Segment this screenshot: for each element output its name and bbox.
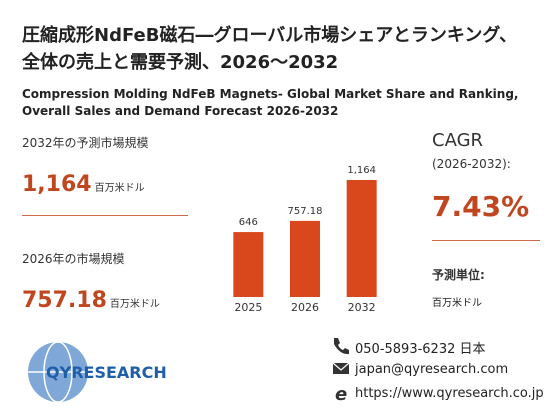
logo-text: QYRESEARCH xyxy=(46,363,167,382)
divider xyxy=(22,215,188,216)
phone: 050-5893-6232 日本 xyxy=(355,342,486,357)
bar xyxy=(290,220,320,297)
current-unit: 百万米ドル xyxy=(109,299,160,310)
email: japan@qyresearch.com xyxy=(355,362,509,377)
mail-icon xyxy=(332,362,350,371)
title: 圧縮成形NdFeB磁石―グローバル市場シェアとランキング、全体の売上と需要予測、… xyxy=(22,25,518,73)
bar xyxy=(233,232,264,297)
bar-chart: 646 2025 757.18 2026 1,164 2032 xyxy=(233,165,377,314)
unit-label: 予測単位: xyxy=(432,268,485,282)
current-label: 2026年の市場規模 xyxy=(22,252,125,266)
forecast-unit: 百万米ドル xyxy=(94,183,145,194)
subtitle: Compression Molding NdFeB Magnets- Globa… xyxy=(22,87,519,118)
mail-icon xyxy=(333,363,349,374)
logo: QYRESEARCH xyxy=(28,341,167,403)
forecast-value: 1,164 xyxy=(22,172,92,197)
unit: 百万米ドル xyxy=(432,298,482,309)
cagr-period: (2026-2032): xyxy=(432,157,511,171)
x-tick-label: 2032 xyxy=(348,301,376,314)
phone-icon xyxy=(334,338,349,355)
web-icon: e xyxy=(335,384,347,405)
x-tick-label: 2026 xyxy=(291,301,319,314)
value-label: 1,164 xyxy=(347,165,376,176)
contact-icons: e xyxy=(332,338,350,405)
cagr-label: CAGR xyxy=(432,130,484,151)
divider xyxy=(432,240,540,241)
bar xyxy=(346,180,377,297)
current-value: 757.18 xyxy=(22,288,107,313)
url[interactable]: https://www.qyresearch.co.jp xyxy=(355,386,544,401)
forecast-label: 2032年の予測市場規模 xyxy=(22,136,149,150)
value-label: 646 xyxy=(239,217,258,228)
value-label: 757.18 xyxy=(288,206,323,217)
x-tick-label: 2025 xyxy=(234,301,262,314)
cagr-value: 7.43% xyxy=(432,190,530,223)
